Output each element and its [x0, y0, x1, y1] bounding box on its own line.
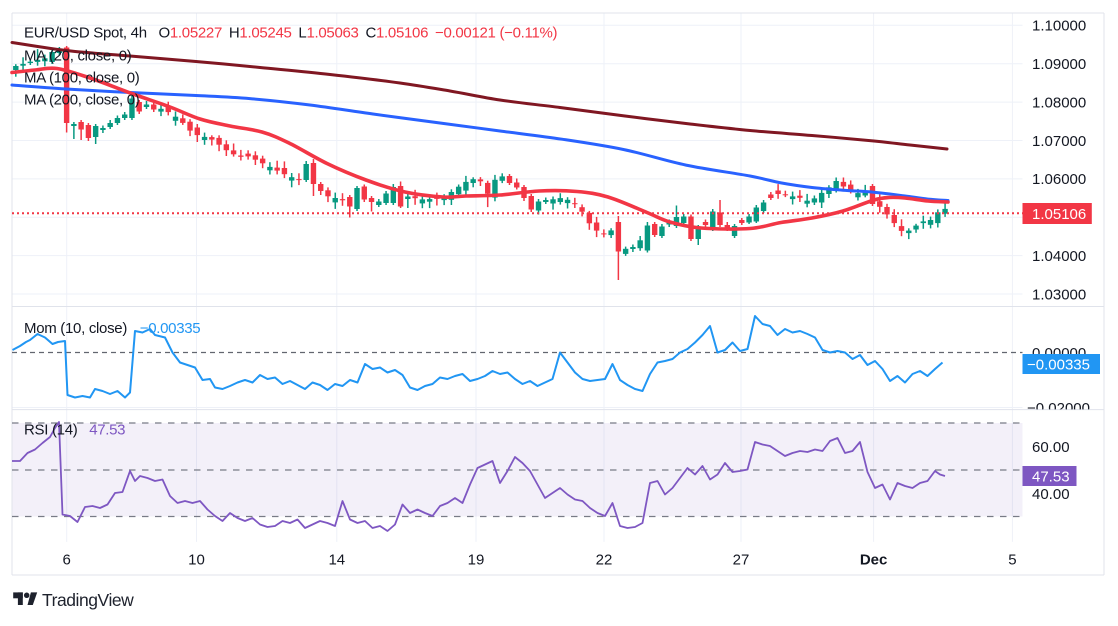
svg-text:6: 6 [63, 551, 71, 568]
svg-text:1.09000: 1.09000 [1032, 56, 1086, 73]
svg-text:1.05106: 1.05106 [1032, 206, 1086, 223]
svg-text:1.03000: 1.03000 [1032, 286, 1086, 303]
svg-text:47.53: 47.53 [1032, 468, 1070, 485]
svg-text:1.06000: 1.06000 [1032, 171, 1086, 188]
svg-text:Mom (10, close) −0.00335: Mom (10, close) −0.00335 [24, 320, 200, 337]
svg-text:RSI (14) 47.53: RSI (14) 47.53 [24, 421, 125, 438]
svg-text:1.10000: 1.10000 [1032, 18, 1086, 35]
svg-text:MA (200, close, 0): MA (200, close, 0) [24, 92, 140, 109]
svg-text:40.00: 40.00 [1032, 486, 1070, 503]
svg-text:MA (20, close, 0): MA (20, close, 0) [24, 48, 132, 65]
svg-text:27: 27 [733, 551, 750, 568]
svg-text:22: 22 [596, 551, 613, 568]
svg-text:1.07000: 1.07000 [1032, 133, 1086, 150]
svg-text:Dec: Dec [860, 551, 888, 568]
svg-text:19: 19 [468, 551, 485, 568]
svg-text:TradingView: TradingView [42, 590, 134, 610]
svg-text:−0.02000: −0.02000 [1027, 400, 1090, 417]
svg-text:5: 5 [1008, 551, 1016, 568]
svg-text:1.04000: 1.04000 [1032, 248, 1086, 265]
svg-text:10: 10 [188, 551, 205, 568]
svg-text:−0.00335: −0.00335 [1027, 356, 1090, 373]
svg-text:EUR/USD Spot, 4h O1.05227 H1.: EUR/USD Spot, 4h O1.05227 H1.05245 L1.05… [24, 25, 558, 42]
svg-text:MA (100, close, 0): MA (100, close, 0) [24, 70, 140, 87]
svg-text:1.08000: 1.08000 [1032, 94, 1086, 111]
svg-text:60.00: 60.00 [1032, 439, 1070, 456]
svg-text:14: 14 [328, 551, 345, 568]
